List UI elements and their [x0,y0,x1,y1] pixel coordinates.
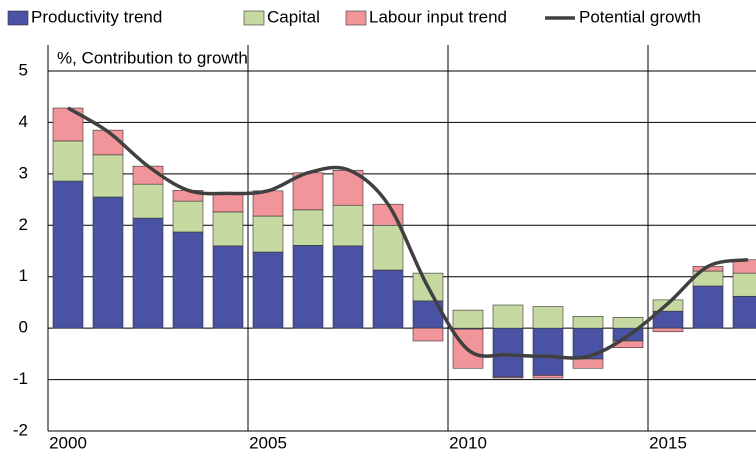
x-tick-label: 2010 [449,433,487,452]
bar [492,376,524,379]
bar [92,196,124,329]
legend-label: Potential growth [579,7,701,26]
bar [692,285,724,329]
legend-swatch [7,10,29,26]
y-tick-label: 1 [19,266,28,285]
x-tick-label: 2005 [249,433,287,452]
bar [172,200,204,233]
bar [572,316,604,329]
bar [492,304,524,329]
bar [652,327,684,333]
y-tick-label: -1 [13,369,28,388]
bar [212,211,244,247]
legend-swatch [243,10,265,26]
bar [252,215,284,253]
bar [732,295,756,329]
legend-label: Labour input trend [369,7,507,26]
legend-swatch [345,10,367,26]
bar [172,231,204,329]
x-tick-label: 2000 [49,433,87,452]
bar [92,154,124,198]
y-tick-label: 5 [19,60,28,79]
bar [532,306,564,329]
bar [212,245,244,329]
legend-label: Productivity trend [31,7,162,26]
y-axis-label: %, Contribution to growth [57,48,248,67]
y-tick-label: 3 [19,163,28,182]
x-tick-label: 2015 [649,433,687,452]
bar [252,251,284,329]
bar [52,180,84,329]
bar [492,327,524,378]
y-tick-label: -2 [13,420,28,439]
bar [372,269,404,329]
bar [132,217,164,329]
bar [332,204,364,247]
y-tick-label: 2 [19,215,28,234]
bar [292,172,324,211]
bar [532,375,564,379]
bar [292,209,324,246]
bar [252,190,284,217]
bar [412,327,444,342]
legend-label: Capital [267,7,320,26]
bar [372,224,404,271]
y-tick-label: 4 [19,112,28,131]
bar [332,245,364,329]
bar [532,327,564,376]
bar [732,272,756,297]
bar [572,358,604,369]
line [67,106,749,360]
bar [292,245,324,329]
y-tick-label: 0 [19,318,28,337]
bar [132,183,164,219]
bar [452,309,484,329]
bar [212,193,244,213]
bar [52,140,84,182]
